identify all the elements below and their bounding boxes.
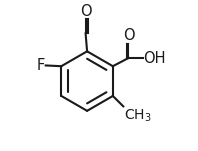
Text: F: F bbox=[37, 58, 45, 73]
Text: OH: OH bbox=[143, 50, 166, 66]
Text: O: O bbox=[80, 4, 91, 19]
Text: CH$_3$: CH$_3$ bbox=[124, 107, 152, 124]
Text: O: O bbox=[123, 28, 134, 43]
